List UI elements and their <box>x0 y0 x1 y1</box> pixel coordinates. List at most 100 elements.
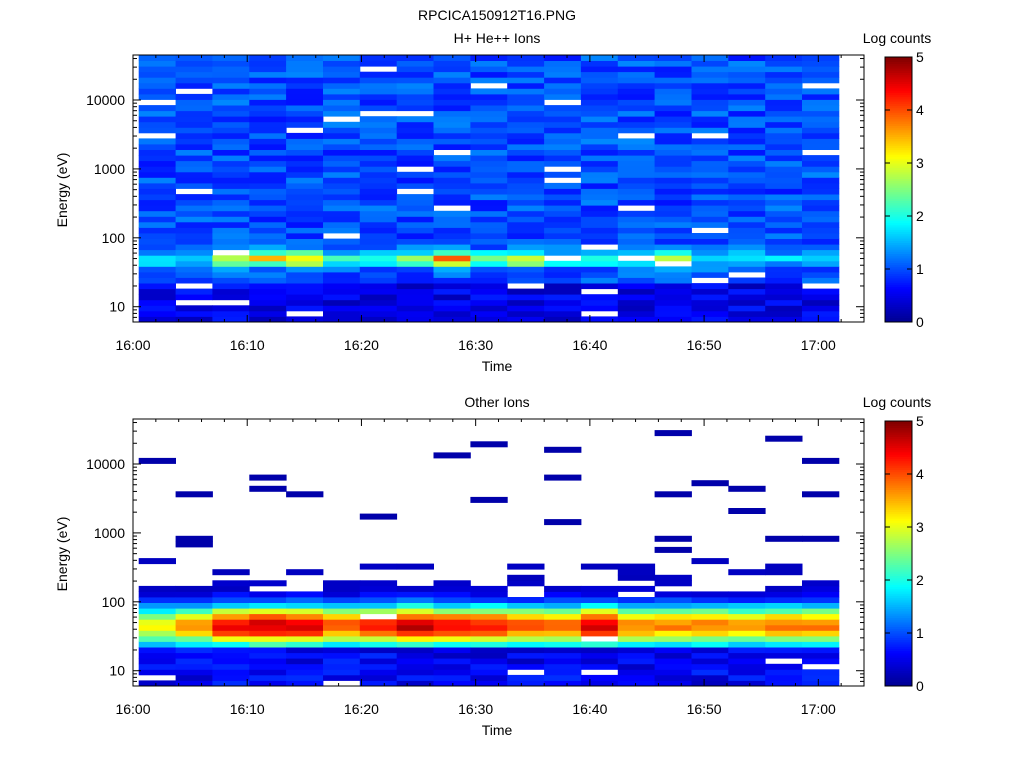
colorbar-swatch <box>885 639 912 643</box>
heatmap-cell <box>691 316 729 323</box>
heatmap-cell <box>286 602 324 609</box>
heatmap-cell <box>138 316 176 323</box>
heatmap-cell <box>765 585 803 592</box>
colorbar-swatch <box>885 315 912 319</box>
colorbar-tick-label: 0 <box>916 314 924 330</box>
heatmap-cell <box>212 277 250 284</box>
heatmap-cell <box>433 177 471 184</box>
colorbar-swatch <box>885 174 912 177</box>
heatmap-cell <box>728 316 766 323</box>
heatmap-cell <box>470 316 508 323</box>
heatmap-cell <box>544 210 582 217</box>
heatmap-cell <box>249 669 287 676</box>
heatmap-cell <box>728 260 766 267</box>
heatmap-cell <box>359 177 398 184</box>
heatmap-cell <box>765 635 803 642</box>
heatmap-cell <box>323 93 361 100</box>
heatmap-cell <box>249 233 287 239</box>
heatmap-cell <box>396 294 434 301</box>
colorbar-swatch <box>885 105 912 109</box>
heatmap-cell <box>470 166 508 173</box>
heatmap-cell <box>765 194 803 201</box>
heatmap-cell <box>765 669 803 676</box>
colorbar-swatch <box>885 610 912 614</box>
heatmap-cell <box>617 266 656 273</box>
colorbar-swatch <box>885 482 912 486</box>
heatmap-cell <box>212 71 250 78</box>
heatmap-cell <box>323 110 361 117</box>
colorbar-swatch <box>885 566 912 570</box>
heatmap-cell <box>544 155 582 162</box>
heatmap-cell <box>728 613 766 620</box>
heatmap-cell <box>654 580 692 587</box>
heatmap-cell <box>470 299 508 306</box>
colorbar-swatch <box>885 65 912 69</box>
heatmap-cell <box>359 652 398 659</box>
heatmap-cell <box>765 271 803 278</box>
heatmap-cell <box>507 199 545 206</box>
heatmap-cell <box>396 624 434 631</box>
heatmap-cell <box>802 641 840 648</box>
heatmap-cell <box>323 88 361 95</box>
heatmap-cell <box>175 132 213 139</box>
heatmap-cell <box>175 641 213 648</box>
colorbar-swatch <box>885 317 912 321</box>
colorbar-swatch <box>885 573 912 577</box>
colorbar-swatch <box>885 604 912 607</box>
heatmap-cell <box>544 271 582 278</box>
heatmap-cell <box>691 630 729 637</box>
heatmap-cell <box>507 116 545 123</box>
heatmap-cell <box>544 138 582 145</box>
heatmap-cell <box>765 121 803 128</box>
heatmap-cell <box>654 216 692 223</box>
colorbar-swatch <box>885 224 912 228</box>
heatmap-cell <box>617 116 656 123</box>
heatmap-cell <box>323 641 361 648</box>
colorbar-swatch <box>885 213 912 217</box>
heatmap-cell <box>138 249 176 256</box>
heatmap-cell <box>691 66 729 73</box>
colorbar-swatch <box>885 249 912 252</box>
heatmap-cell <box>617 233 656 239</box>
heatmap-cell <box>249 580 287 587</box>
heatmap-cell <box>765 144 803 150</box>
heatmap-cell <box>544 674 582 681</box>
heatmap-cell <box>175 310 213 317</box>
heatmap-cell <box>323 630 361 637</box>
colorbar-swatch <box>885 121 912 124</box>
heatmap-cell <box>691 310 729 317</box>
heatmap-cell <box>580 299 619 306</box>
heatmap-cell <box>802 585 840 592</box>
heatmap-cell <box>654 546 692 553</box>
heatmap-cell <box>544 294 582 301</box>
heatmap-cell <box>359 116 398 123</box>
heatmap-cell <box>802 205 840 212</box>
heatmap-cell <box>507 647 545 654</box>
heatmap-cell <box>175 199 213 206</box>
heatmap-cell <box>691 171 729 178</box>
colorbar-swatch <box>885 83 912 87</box>
heatmap-cell <box>654 121 692 128</box>
heatmap-cell <box>138 283 176 290</box>
heatmap-cell <box>323 277 361 284</box>
colorbar-swatch <box>885 269 912 272</box>
colorbar-label: Log counts <box>863 394 932 410</box>
heatmap-cell <box>544 519 582 526</box>
heatmap-cell <box>286 608 324 615</box>
heatmap-cell <box>138 591 176 598</box>
heatmap-cell <box>249 288 287 295</box>
heatmap-cell <box>323 144 361 150</box>
heatmap-cell <box>544 635 582 642</box>
heatmap-cell <box>654 635 692 642</box>
colorbar-swatch <box>885 222 912 226</box>
heatmap-cell <box>470 305 508 312</box>
heatmap-cell <box>396 93 434 100</box>
heatmap-cell <box>728 569 766 576</box>
heatmap-cell <box>249 630 287 637</box>
panel-title: H+ He++ Ions <box>454 30 541 46</box>
heatmap-cell <box>249 160 287 167</box>
heatmap-cell <box>323 271 361 278</box>
heatmap-cell <box>396 602 434 609</box>
x-tick-label: 16:30 <box>458 337 493 353</box>
heatmap-cell <box>765 244 803 251</box>
